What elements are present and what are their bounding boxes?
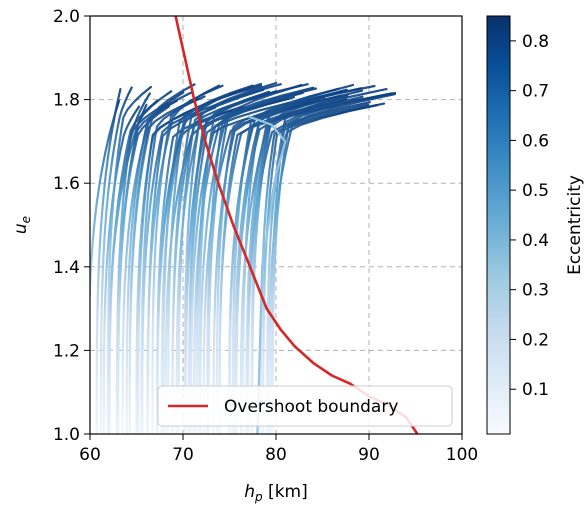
trajectory-line [125, 90, 194, 434]
trajectory-line [183, 83, 282, 434]
trajectory-line [199, 84, 303, 434]
trajectory-line [202, 100, 314, 434]
trajectory-line [147, 106, 216, 434]
colorbar-ticks: 0.1 0.2 0.3 0.4 0.5 0.6 0.7 0.8 [510, 32, 549, 400]
trajectory-line [135, 104, 202, 434]
legend-box [157, 385, 453, 427]
y-tick-label: 1.6 [53, 174, 80, 194]
y-axis-label-sub: e [19, 216, 33, 223]
trajectory-line [188, 101, 290, 434]
trajectory-line [106, 85, 152, 434]
trajectory-line [95, 88, 122, 434]
y-tick-label: 1.0 [53, 425, 80, 445]
trajectory-line [128, 98, 199, 434]
trajectory-line [246, 101, 371, 434]
trajectory-line [184, 90, 278, 434]
legend: Overshoot boundary [157, 385, 453, 427]
y-tick-label: 1.8 [53, 91, 80, 111]
trajectory-line [141, 101, 225, 434]
trajectory-line [207, 87, 317, 434]
x-axis-label-sub: p [254, 490, 263, 504]
colorbar-tick-label: 0.3 [522, 281, 549, 301]
trajectory-line [197, 83, 309, 434]
y-axis-label: ue [11, 216, 33, 234]
x-tick-label: 70 [172, 445, 194, 465]
trajectory-line [151, 84, 224, 434]
trajectory-line [156, 105, 245, 434]
colorbar-tick-label: 0.6 [522, 131, 549, 151]
trajectory-line [117, 99, 178, 434]
colorbar-tick-label: 0.1 [522, 380, 549, 400]
colorbar-tick-label: 0.4 [522, 231, 549, 251]
trajectory-line [90, 99, 121, 322]
colorbar-tick-label: 0.8 [522, 32, 549, 52]
colorbar-tick-label: 0.7 [522, 82, 549, 102]
trajectory-lines [90, 81, 397, 434]
trajectory-line [99, 86, 133, 434]
x-tick-label: 60 [79, 445, 101, 465]
axis-ticks: 60 70 80 90 100 1.0 1.2 1.4 1.6 1.8 2.0 [53, 7, 478, 465]
trajectory-line [242, 87, 363, 434]
x-tick-label: 90 [358, 445, 380, 465]
colorbar-tick-label: 0.2 [522, 330, 549, 350]
x-axis-label-unit: [km] [263, 482, 308, 502]
trajectory-line [102, 105, 141, 434]
trajectory-line [233, 88, 348, 434]
legend-label: Overshoot boundary [224, 397, 398, 417]
y-tick-label: 2.0 [53, 7, 80, 27]
trajectory-line [269, 91, 397, 434]
y-tick-label: 1.4 [53, 258, 80, 278]
trajectory-line [215, 96, 326, 434]
y-tick-label: 1.2 [53, 341, 80, 361]
x-tick-label: 100 [446, 445, 478, 465]
trajectory-line [262, 103, 379, 434]
colorbar-label: Eccentricity [565, 175, 585, 275]
x-tick-label: 80 [265, 445, 287, 465]
colorbar: 0.1 0.2 0.3 0.4 0.5 0.6 0.7 0.8 Eccentricity [486, 15, 585, 435]
y-axis-label-base: u [11, 223, 31, 234]
colorbar-gradient [486, 15, 511, 435]
trajectory-line [108, 99, 159, 434]
trajectory-line [218, 105, 336, 434]
colorbar-tick-label: 0.5 [522, 181, 549, 201]
trajectory-line [250, 84, 376, 434]
trajectory-line [171, 92, 269, 434]
x-axis-label-base: h [244, 482, 255, 502]
x-axis-label: hp [km] [244, 482, 307, 504]
trajectory-line [167, 84, 263, 434]
trajectory-line [231, 90, 344, 434]
trajectory-line [206, 86, 315, 434]
trajectory-line [228, 94, 343, 434]
trajectory-line [266, 88, 388, 434]
